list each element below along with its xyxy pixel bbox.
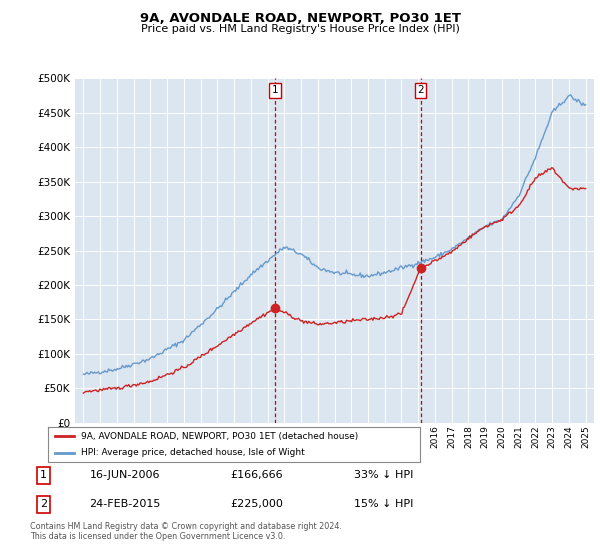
- Text: Price paid vs. HM Land Registry's House Price Index (HPI): Price paid vs. HM Land Registry's House …: [140, 24, 460, 34]
- Text: 16-JUN-2006: 16-JUN-2006: [89, 470, 160, 480]
- Text: £166,666: £166,666: [230, 470, 283, 480]
- Text: 15% ↓ HPI: 15% ↓ HPI: [354, 500, 413, 509]
- Text: Contains HM Land Registry data © Crown copyright and database right 2024.
This d: Contains HM Land Registry data © Crown c…: [30, 522, 342, 542]
- Text: 9A, AVONDALE ROAD, NEWPORT, PO30 1ET (detached house): 9A, AVONDALE ROAD, NEWPORT, PO30 1ET (de…: [82, 432, 359, 441]
- Text: 1: 1: [40, 470, 47, 480]
- Text: 9A, AVONDALE ROAD, NEWPORT, PO30 1ET: 9A, AVONDALE ROAD, NEWPORT, PO30 1ET: [139, 12, 461, 25]
- Text: 24-FEB-2015: 24-FEB-2015: [89, 500, 161, 509]
- Text: 1: 1: [272, 85, 278, 95]
- Text: 33% ↓ HPI: 33% ↓ HPI: [354, 470, 413, 480]
- Text: £225,000: £225,000: [230, 500, 283, 509]
- Text: HPI: Average price, detached house, Isle of Wight: HPI: Average price, detached house, Isle…: [82, 449, 305, 458]
- Text: 2: 2: [40, 500, 47, 509]
- Text: 2: 2: [417, 85, 424, 95]
